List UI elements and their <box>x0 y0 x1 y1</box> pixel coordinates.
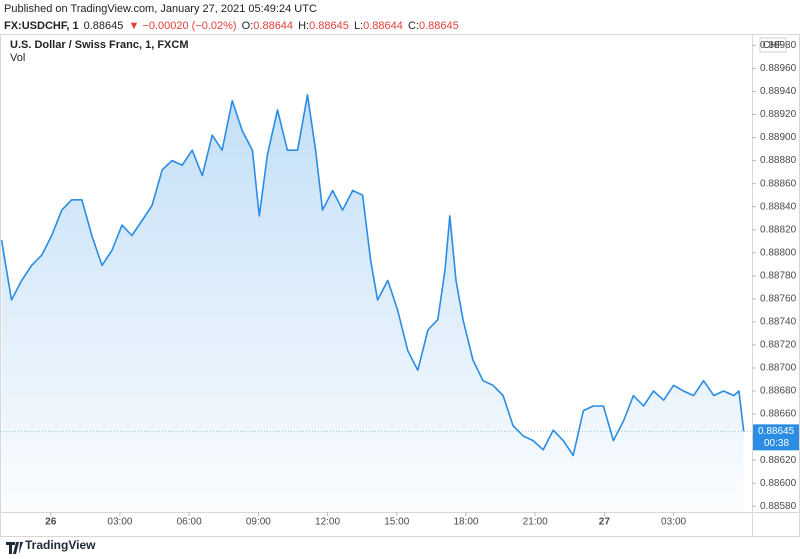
volume-label: Vol <box>10 52 25 64</box>
ohlc-key: C: <box>408 20 419 32</box>
last-price-label: 0.88645 <box>758 426 795 437</box>
y-tick-label: 0.88800 <box>760 247 797 258</box>
footer-brand: TradingView <box>25 538 96 552</box>
y-tick-label: 0.88700 <box>760 363 797 374</box>
y-tick-label: 0.88660 <box>760 409 797 420</box>
last-price-box <box>753 424 799 451</box>
y-tick-label: 0.88760 <box>760 293 797 304</box>
ohlc-key: H: <box>298 20 309 32</box>
x-tick-label: 18:00 <box>453 517 478 528</box>
y-tick-label: 0.88860 <box>760 178 797 189</box>
price: 0.88645 <box>84 20 124 32</box>
chart-title: U.S. Dollar / Swiss Franc, 1, FXCM <box>10 39 189 51</box>
y-tick-label: 0.88740 <box>760 317 797 328</box>
countdown: 00:38 <box>764 438 789 449</box>
currency-box <box>759 37 787 53</box>
y-tick-label: 0.88980 <box>760 40 797 51</box>
x-tick-label: 03:00 <box>661 517 686 528</box>
x-tick-label: 12:00 <box>315 517 340 528</box>
ohlc-value: 0.88645 <box>309 20 349 32</box>
x-tick-label: 27 <box>599 517 611 528</box>
x-tick-label: 21:00 <box>523 517 548 528</box>
y-tick-label: 0.88720 <box>760 340 797 351</box>
y-tick-label: 0.88840 <box>760 201 797 212</box>
ohlc-value: 0.88644 <box>363 20 403 32</box>
change: ▼ −0.00020 (−0.02%) <box>128 20 236 32</box>
price-line <box>0 94 745 457</box>
ohlc-value: 0.88644 <box>253 20 293 32</box>
x-tick-label: 26 <box>45 517 57 528</box>
ohlc-key: O: <box>242 20 254 32</box>
y-tick-label: 0.88880 <box>760 155 797 166</box>
x-tick-label: 03:00 <box>107 517 132 528</box>
y-tick-label: 0.88580 <box>760 501 797 512</box>
y-tick-label: 0.88780 <box>760 270 797 281</box>
currency: CHF <box>763 40 784 51</box>
symbol: FX:USDCHF, 1 <box>4 20 79 32</box>
y-tick-label: 0.88960 <box>760 63 797 74</box>
y-tick-label: 0.88680 <box>760 386 797 397</box>
x-tick-label: 15:00 <box>384 517 409 528</box>
ohlc-value: 0.88645 <box>419 20 459 32</box>
published: Published on TradingView.com, January 27… <box>4 3 317 15</box>
y-tick-label: 0.88820 <box>760 224 797 235</box>
footer-logo <box>6 542 23 554</box>
x-tick-label: 06:00 <box>177 517 202 528</box>
y-tick-label: 0.88600 <box>760 478 797 489</box>
ohlc-key: L: <box>354 20 363 32</box>
ohlc-line: FX:USDCHF, 1 0.88645 ▼ −0.00020 (−0.02%)… <box>4 20 459 32</box>
area-fill <box>1 94 744 513</box>
y-tick-label: 0.88900 <box>760 132 797 143</box>
y-tick-label: 0.88620 <box>760 455 797 466</box>
y-tick-label: 0.88940 <box>760 86 797 97</box>
y-tick-label: 0.88920 <box>760 109 797 120</box>
x-tick-label: 09:00 <box>246 517 271 528</box>
